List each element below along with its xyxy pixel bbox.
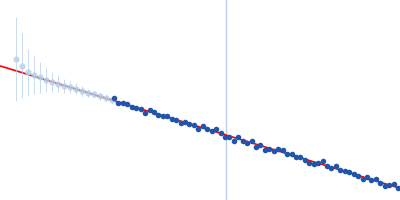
Point [115, 101, 122, 104]
Point [346, 171, 352, 174]
Point [364, 176, 370, 179]
Point [120, 102, 126, 105]
Point [293, 155, 299, 158]
Point [315, 161, 321, 164]
Point [164, 115, 170, 118]
Point [275, 147, 281, 151]
Point [133, 106, 139, 109]
Point [235, 136, 242, 139]
Point [333, 164, 339, 168]
Point [262, 148, 268, 151]
Point [270, 150, 277, 153]
Point [302, 159, 308, 162]
Point [342, 170, 348, 173]
Point [124, 103, 130, 106]
Point [257, 143, 264, 146]
Point [395, 187, 400, 190]
Point [319, 160, 326, 163]
Point [244, 141, 250, 144]
Point [386, 183, 392, 187]
Point [155, 114, 162, 117]
Point [217, 132, 224, 135]
Point [222, 135, 228, 138]
Point [266, 148, 272, 151]
Point [213, 128, 219, 131]
Point [208, 130, 215, 133]
Point [390, 182, 397, 185]
Point [280, 148, 286, 151]
Point [297, 155, 304, 159]
Point [359, 177, 366, 180]
Point [195, 127, 202, 130]
Point [204, 127, 210, 131]
Point [253, 145, 259, 148]
Point [146, 109, 153, 112]
Point [231, 139, 237, 142]
Point [160, 114, 166, 118]
Point [337, 168, 344, 171]
Point [226, 135, 232, 138]
Point [186, 122, 193, 125]
Point [240, 139, 246, 142]
Point [151, 111, 157, 114]
Point [306, 161, 312, 164]
Point [173, 118, 179, 122]
Point [368, 178, 374, 181]
Point [328, 166, 335, 170]
Point [182, 120, 188, 123]
Point [288, 152, 295, 155]
Point [355, 174, 361, 177]
Point [200, 124, 206, 127]
Point [142, 111, 148, 114]
Point [177, 122, 184, 125]
Point [284, 153, 290, 156]
Point [248, 140, 255, 143]
Point [310, 163, 317, 166]
Point [111, 97, 117, 100]
Point [373, 178, 379, 181]
Point [168, 117, 175, 120]
Point [128, 106, 135, 109]
Point [324, 164, 330, 167]
Point [382, 185, 388, 188]
Point [191, 123, 197, 126]
Point [377, 181, 384, 184]
Point [138, 107, 144, 110]
Point [350, 173, 357, 176]
